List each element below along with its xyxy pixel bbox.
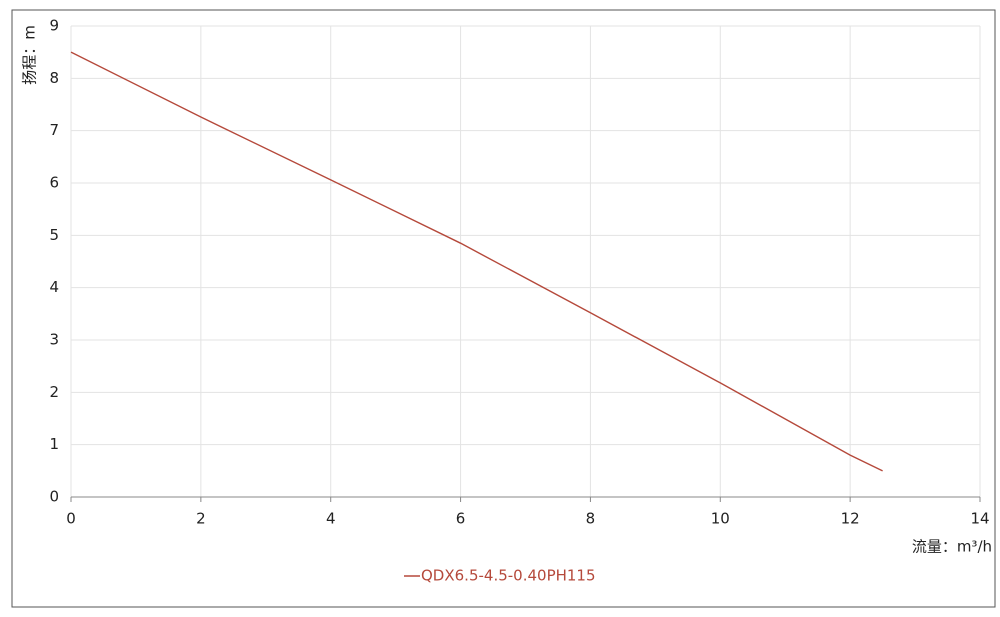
x-tick-label: 6 (456, 510, 466, 528)
y-tick-label: 9 (49, 17, 59, 35)
y-tick-label: 5 (49, 226, 59, 244)
x-tick-label: 0 (66, 510, 76, 528)
y-tick-label: 6 (49, 174, 59, 192)
x-axis-label: 流量：m³/h (912, 538, 992, 556)
x-tick-label: 8 (586, 510, 596, 528)
y-axis-label: 扬程：m (21, 25, 39, 85)
y-tick-label: 0 (49, 488, 59, 506)
x-tick-label: 10 (711, 510, 730, 528)
x-tick-label: 12 (841, 510, 860, 528)
legend: QDX6.5-4.5-0.40PH115 (404, 567, 596, 585)
y-tick-label: 4 (49, 278, 59, 296)
y-tick-label: 2 (49, 383, 59, 401)
series-line (70, 51, 883, 472)
x-tick-label: 4 (326, 510, 336, 528)
y-tick-label: 1 (49, 435, 59, 453)
chart-frame (11, 9, 996, 608)
y-tick-label: 7 (49, 121, 59, 139)
x-tick-label: 2 (196, 510, 206, 528)
x-tick-label: 14 (970, 510, 989, 528)
legend-label: QDX6.5-4.5-0.40PH115 (421, 567, 596, 585)
y-tick-label: 3 (49, 331, 59, 349)
y-tick-label: 8 (49, 69, 59, 87)
